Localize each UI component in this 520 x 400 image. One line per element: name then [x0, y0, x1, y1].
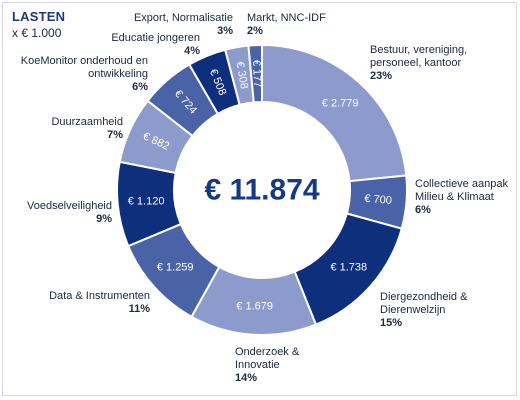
- slice-value-label: € 1.120: [128, 196, 165, 208]
- slice-label-percent: 14%: [235, 372, 258, 384]
- slice-label-name: Onderzoek & Innovatie: [235, 346, 300, 371]
- slice-label-name: Educatie jongeren: [111, 32, 200, 44]
- slice-label-percent: 6%: [415, 204, 431, 216]
- slice-label-name: Data & Instrumenten: [49, 290, 150, 302]
- slice-label-percent: 9%: [96, 213, 112, 225]
- donut-slice: [247, 43, 263, 104]
- slice-label-data-instrumenten: Data & Instrumenten 11%: [20, 290, 150, 316]
- slice-value-label: € 1.679: [236, 300, 273, 312]
- slice-label-name: Collectieve aanpak Milieu & Klimaat: [415, 178, 508, 203]
- slice-value-label: € 700: [364, 193, 392, 207]
- slice-value-label: € 308: [233, 61, 250, 90]
- donut-slices: [116, 43, 408, 336]
- slice-label-duurzaamheid: Duurzaamheid 7%: [10, 116, 123, 142]
- slice-label-bestuur: Bestuur, vereniging, personeel, kantoor …: [370, 44, 510, 83]
- slice-label-percent: 4%: [184, 45, 200, 57]
- slice-label-markt: Markt, NNC-IDF 2%: [247, 12, 337, 38]
- chart-unit-label: x € 1.000: [12, 26, 62, 40]
- slice-label-name: Voedselveiligheid: [26, 200, 112, 212]
- slice-label-name: KoeMonitor onderhoud en ontwikkeling: [20, 55, 148, 80]
- slice-label-koemonitor: KoeMonitor onderhoud en ontwikkeling 6%: [20, 55, 148, 94]
- slice-label-onderzoek: Onderzoek & Innovatie 14%: [235, 346, 305, 385]
- slice-value-label: € 1.259: [157, 262, 194, 274]
- slice-label-export: Export, Normalisatie 3%: [120, 12, 233, 38]
- slice-label-percent: 15%: [380, 317, 403, 329]
- slice-label-name: Bestuur, vereniging, personeel, kantoor: [370, 44, 468, 69]
- slice-value-label: € 1.738: [330, 262, 367, 274]
- donut-center-total: € 11.874: [204, 174, 319, 207]
- slice-label-name: Diergezondheid & Dierenwelzijn: [380, 291, 468, 316]
- slice-label-percent: 11%: [128, 303, 150, 315]
- slice-label-educatie: Educatie jongeren 4%: [95, 32, 200, 58]
- slice-label-milieu-klimaat: Collectieve aanpak Milieu & Klimaat 6%: [415, 178, 515, 217]
- slice-label-percent: 7%: [107, 129, 123, 141]
- slice-label-diergezondheid: Diergezondheid & Dierenwelzijn 15%: [380, 291, 505, 330]
- slice-label-percent: 23%: [370, 70, 393, 82]
- slice-label-name: Markt, NNC-IDF: [247, 12, 326, 24]
- slice-label-name: Duurzaamheid: [51, 116, 123, 128]
- donut-slice: [261, 43, 408, 183]
- slice-label-percent: 2%: [247, 25, 263, 37]
- slice-value-label: € 2.779: [322, 98, 359, 110]
- slice-value-label: € 177: [250, 60, 263, 88]
- slice-label-voedselveiligheid: Voedselveiligheid 9%: [10, 200, 112, 226]
- chart-title: LASTEN: [12, 9, 66, 24]
- slice-label-percent: 6%: [132, 81, 148, 93]
- chart-frame: [2, 2, 517, 396]
- slice-label-name: Export, Normalisatie: [133, 12, 233, 24]
- slice-label-percent: 3%: [217, 25, 233, 37]
